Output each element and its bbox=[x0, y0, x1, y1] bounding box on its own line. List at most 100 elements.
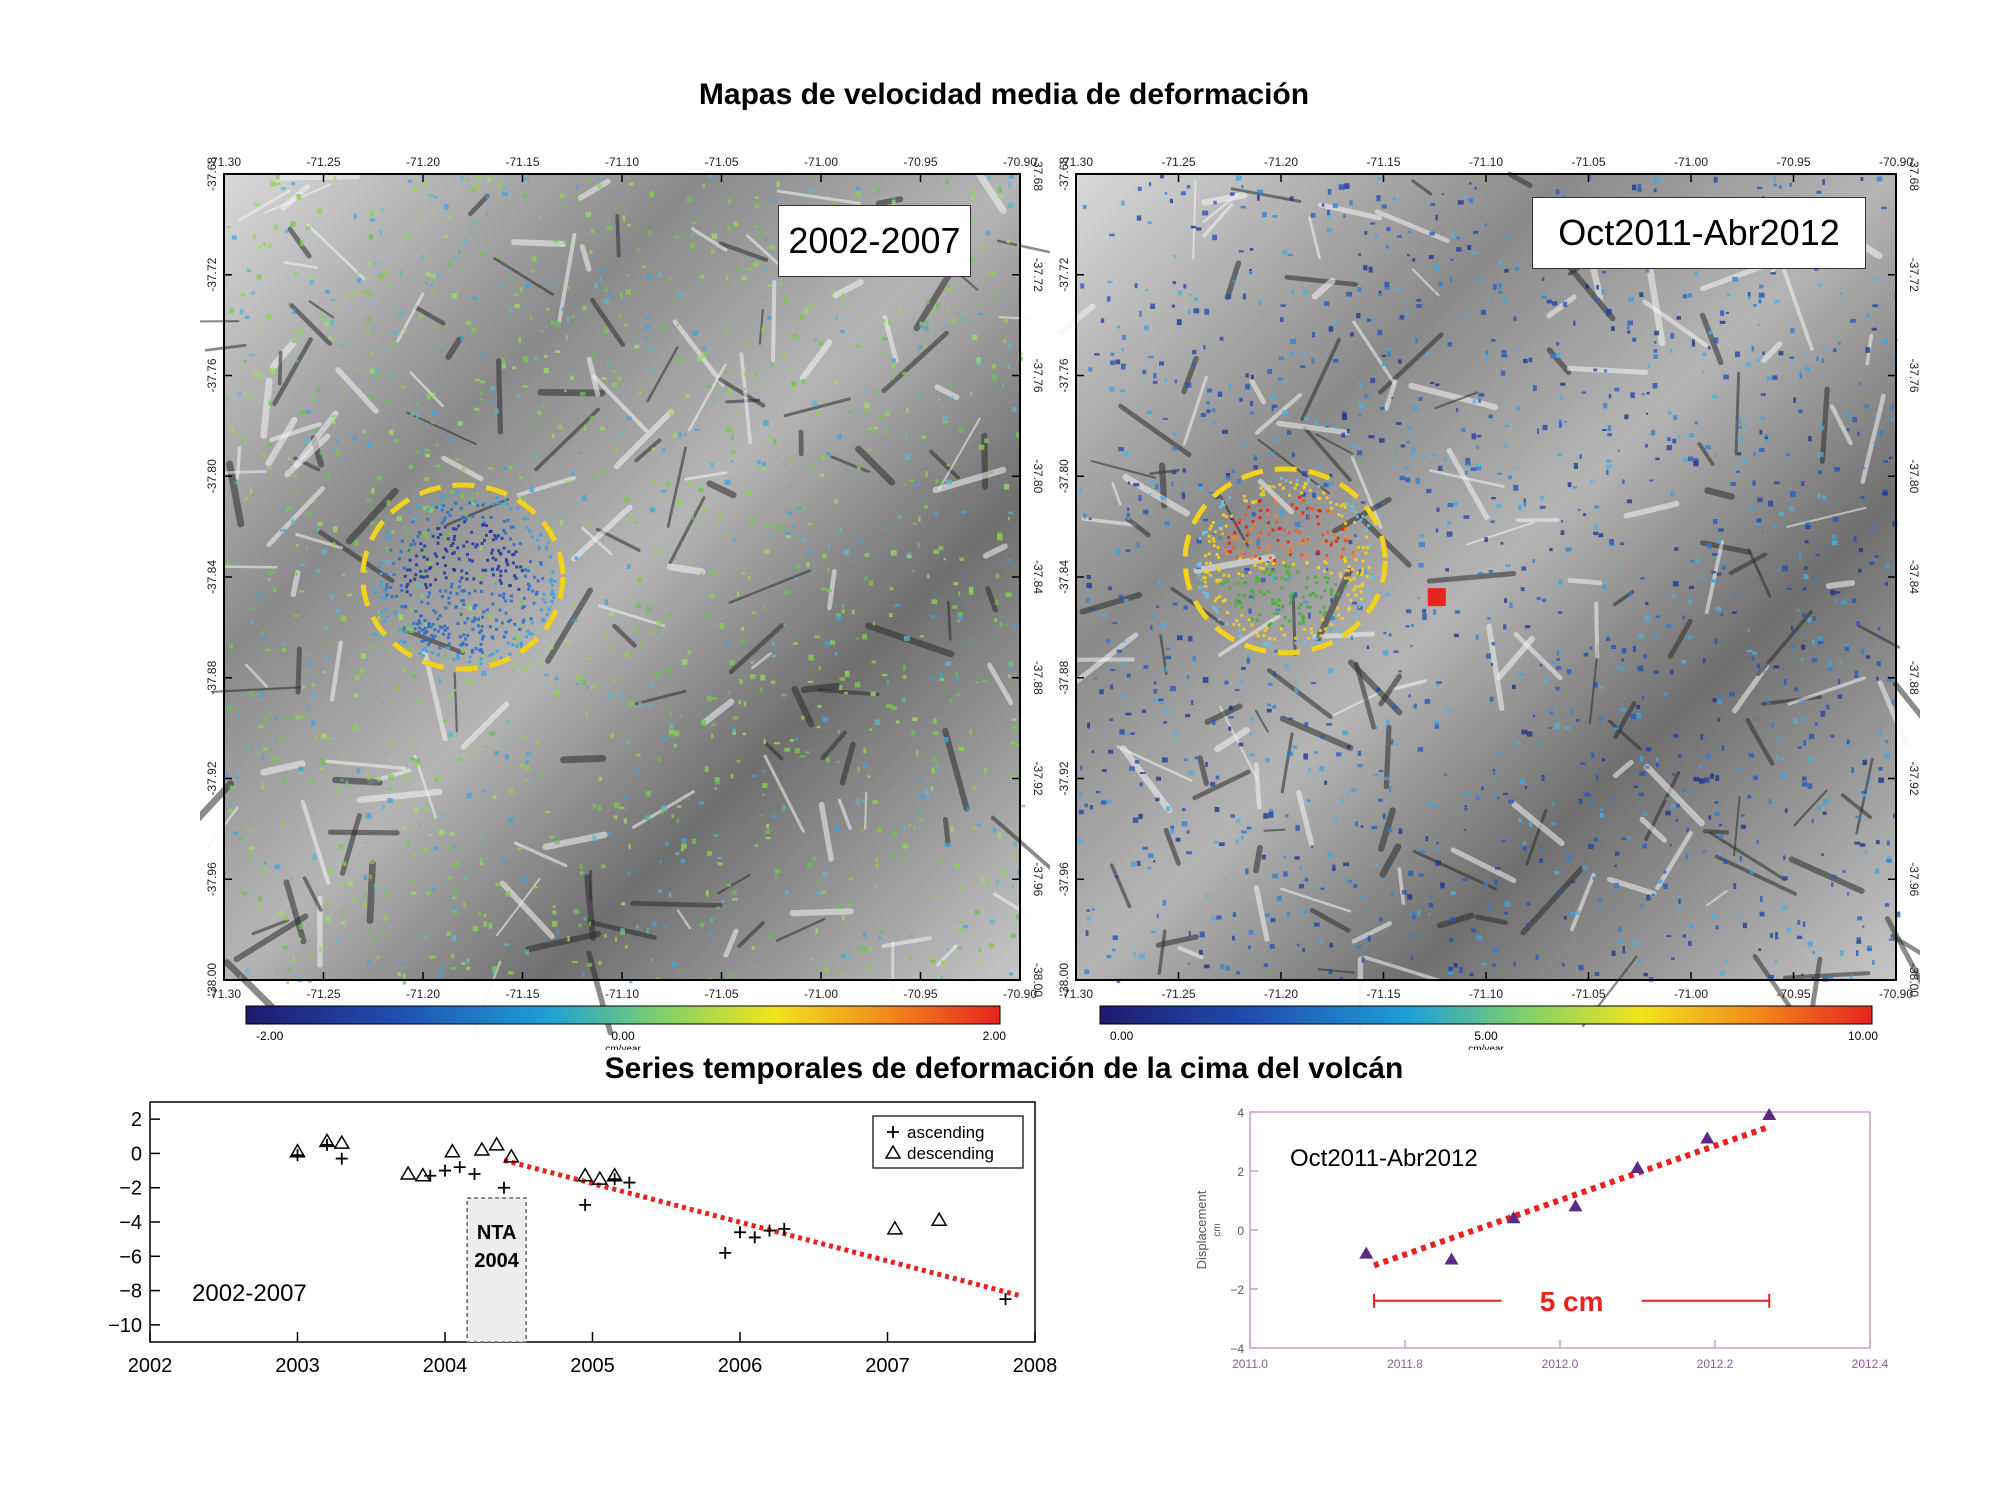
time-series-plot-2002-2007: 2 0 −2 −4 −6 −8 −10 2002 2003 2004 2005 2006 2007 200… bbox=[108, 1101, 1057, 1377]
y-tick-right: -37.88 bbox=[1031, 661, 1045, 695]
legend-descending-label: descending bbox=[907, 1144, 994, 1163]
descending-point bbox=[503, 1148, 520, 1163]
y-tick-left: -37.80 bbox=[205, 459, 219, 493]
y-tick-right: -37.68 bbox=[1031, 157, 1045, 191]
descending-point bbox=[333, 1134, 351, 1149]
x-tick-top: -71.15 bbox=[1366, 155, 1400, 169]
descending-point bbox=[886, 1220, 904, 1235]
y-tick-left: -37.92 bbox=[1057, 761, 1071, 795]
x-tick-bottom: -71.20 bbox=[406, 987, 440, 1001]
colorbar-mid: 5.00 bbox=[1474, 1029, 1498, 1043]
y-tick-left: -37.88 bbox=[1057, 660, 1071, 694]
y-tick-left: -37.68 bbox=[1057, 157, 1071, 191]
x-tick-top: -71.05 bbox=[704, 155, 738, 169]
descending-point bbox=[399, 1165, 417, 1180]
x-tick-top: -71.15 bbox=[505, 155, 539, 169]
colorbar-mid: 0.00 bbox=[611, 1029, 635, 1043]
ascending-point bbox=[748, 1231, 761, 1244]
x-tick-top: -71.00 bbox=[1674, 155, 1708, 169]
station-marker bbox=[1427, 588, 1446, 607]
x-tick-bottom: -71.10 bbox=[1469, 987, 1503, 1001]
x-tick-bottom: -70.90 bbox=[1003, 987, 1037, 1001]
ascending-point bbox=[999, 1293, 1012, 1306]
colorbar-unit: cm/year bbox=[1468, 1044, 1504, 1050]
legend-ascending-label: ascending bbox=[907, 1123, 985, 1142]
displacement-point bbox=[1630, 1161, 1645, 1174]
legend-ascending-marker bbox=[887, 1126, 899, 1138]
x-tick-top: -71.20 bbox=[1264, 155, 1298, 169]
y-tick-left: -37.68 bbox=[205, 157, 219, 191]
descending-point bbox=[576, 1167, 594, 1182]
x-tick-bottom: -70.95 bbox=[1776, 987, 1810, 1001]
x-tick-bottom: -71.10 bbox=[605, 987, 639, 1001]
y-tick-right: -38.00 bbox=[1031, 963, 1045, 997]
x-tick-top: -70.90 bbox=[1003, 155, 1037, 169]
ascending-point bbox=[468, 1168, 481, 1180]
colorbar-unit: cm/year bbox=[605, 1044, 641, 1050]
y-tick-right: -37.88 bbox=[1907, 661, 1920, 695]
y-tick-right: -37.76 bbox=[1031, 358, 1045, 392]
ascending-point bbox=[734, 1226, 746, 1239]
x-tick-top: -71.10 bbox=[1469, 155, 1503, 169]
descending-point bbox=[318, 1132, 336, 1148]
y-tick-left: -37.72 bbox=[205, 257, 219, 291]
map-period-label-2002-2007: 2002-2007 bbox=[778, 205, 971, 277]
x-tick-bottom: -71.25 bbox=[306, 987, 340, 1001]
displacement-point bbox=[1444, 1252, 1459, 1265]
descending-point bbox=[289, 1143, 306, 1158]
ascending-point bbox=[321, 1138, 333, 1151]
y-tick-right: -37.72 bbox=[1031, 258, 1045, 292]
x-tick-label: 2002 bbox=[128, 1355, 173, 1377]
x-tick-bottom: -71.15 bbox=[505, 987, 539, 1001]
y-tick-right: -37.72 bbox=[1907, 258, 1920, 292]
y-tick-label: −6 bbox=[119, 1246, 142, 1268]
y-tick-left: -37.76 bbox=[205, 358, 219, 392]
y-tick-left: -37.80 bbox=[1057, 459, 1071, 493]
y-tick-right: -37.68 bbox=[1907, 157, 1920, 191]
y-tick-right: -37.80 bbox=[1907, 459, 1920, 493]
y-tick-label: −2 bbox=[119, 1178, 142, 1200]
x-tick-label: 2006 bbox=[718, 1355, 763, 1377]
x-tick-bottom: -71.00 bbox=[1674, 987, 1708, 1001]
colorbar-max: 2.00 bbox=[983, 1029, 1007, 1043]
y-tick-left: -37.76 bbox=[1057, 358, 1071, 392]
descending-point bbox=[473, 1141, 491, 1156]
legend-descending-marker bbox=[884, 1144, 902, 1159]
summit-circle bbox=[360, 482, 566, 672]
y-tick-right: -38.00 bbox=[1907, 963, 1920, 997]
ascending-point bbox=[579, 1198, 592, 1211]
descending-point bbox=[930, 1211, 948, 1227]
velocity-overlay bbox=[224, 174, 1025, 985]
y-tick-label: 2 bbox=[131, 1109, 142, 1131]
x-tick-bottom: -71.05 bbox=[704, 987, 738, 1001]
displacement-point bbox=[1568, 1199, 1583, 1212]
x-tick-bottom: -71.00 bbox=[804, 987, 838, 1001]
descending-point bbox=[591, 1170, 609, 1185]
ascending-point bbox=[498, 1181, 510, 1194]
y-tick-label: 2 bbox=[1237, 1165, 1244, 1179]
x-tick-bottom: -71.25 bbox=[1161, 987, 1195, 1001]
descending-point bbox=[444, 1143, 461, 1158]
y-tick-label: −4 bbox=[119, 1212, 142, 1234]
y-tick-left: -38.00 bbox=[205, 963, 219, 997]
descending-point bbox=[488, 1136, 505, 1151]
x-tick-bottom: -71.20 bbox=[1264, 987, 1298, 1001]
ascending-point bbox=[335, 1152, 348, 1165]
x-tick-top: -71.30 bbox=[207, 155, 241, 169]
y-tick-right: -37.96 bbox=[1907, 862, 1920, 896]
y-tick-right: -37.96 bbox=[1031, 862, 1045, 896]
x-tick-top: -71.10 bbox=[605, 155, 639, 169]
y-tick-label: 0 bbox=[1237, 1224, 1244, 1238]
colorbar bbox=[1099, 1005, 1873, 1025]
hillshade-relief bbox=[224, 174, 1020, 980]
y-tick-left: -37.84 bbox=[205, 560, 219, 594]
ascending-point bbox=[291, 1149, 304, 1162]
y-tick-label: 0 bbox=[131, 1143, 142, 1165]
ascending-point bbox=[719, 1246, 732, 1259]
plot-period-label-oct2011-abr2012: Oct2011-Abr2012 bbox=[1290, 1145, 1478, 1172]
ascending-point bbox=[763, 1224, 776, 1237]
deformation-map-oct2011-abr2012: -71.30 -71.30 -71.25 -71.25 -71.20 -71.20 -71.… bbox=[1055, 155, 1920, 1050]
x-tick-label: 2011.8 bbox=[1387, 1357, 1423, 1371]
y-tick-right: -37.76 bbox=[1907, 358, 1920, 392]
